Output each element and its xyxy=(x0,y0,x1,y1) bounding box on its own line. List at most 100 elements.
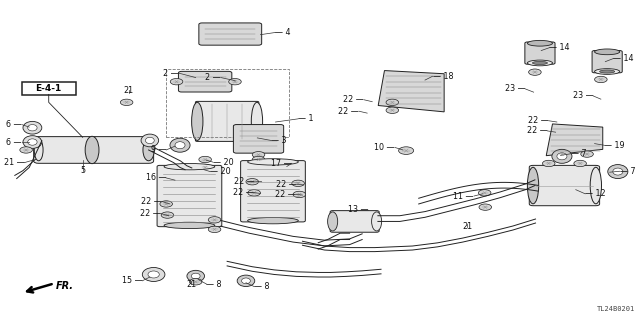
Text: — 8: — 8 xyxy=(206,279,222,288)
Circle shape xyxy=(595,76,607,83)
Circle shape xyxy=(529,69,541,75)
Ellipse shape xyxy=(148,271,159,278)
Text: 10 —: 10 — xyxy=(374,143,395,152)
Ellipse shape xyxy=(600,70,614,73)
FancyBboxPatch shape xyxy=(525,42,555,64)
Text: — 14: — 14 xyxy=(613,54,634,63)
Ellipse shape xyxy=(248,159,298,165)
Circle shape xyxy=(386,107,399,114)
Circle shape xyxy=(20,147,33,153)
Ellipse shape xyxy=(532,61,547,64)
Circle shape xyxy=(292,180,305,187)
Text: 21: 21 xyxy=(462,222,472,231)
Ellipse shape xyxy=(527,41,552,46)
Text: — 20: — 20 xyxy=(210,167,231,176)
FancyBboxPatch shape xyxy=(199,23,262,45)
Circle shape xyxy=(170,78,183,85)
Ellipse shape xyxy=(595,49,620,55)
FancyBboxPatch shape xyxy=(592,50,622,73)
Ellipse shape xyxy=(191,102,203,140)
Ellipse shape xyxy=(608,165,628,179)
Ellipse shape xyxy=(328,212,338,231)
Ellipse shape xyxy=(175,142,185,149)
Ellipse shape xyxy=(164,163,215,170)
FancyBboxPatch shape xyxy=(241,160,305,222)
Ellipse shape xyxy=(552,149,572,163)
Ellipse shape xyxy=(237,275,255,286)
Ellipse shape xyxy=(557,153,567,160)
FancyBboxPatch shape xyxy=(22,82,76,95)
Ellipse shape xyxy=(170,138,190,152)
Text: 9 —: 9 — xyxy=(150,145,166,154)
Polygon shape xyxy=(378,70,444,112)
Text: 2 —: 2 — xyxy=(205,73,221,82)
Text: 23 —: 23 — xyxy=(505,85,525,93)
Text: — 14: — 14 xyxy=(549,43,570,52)
Ellipse shape xyxy=(85,136,99,164)
FancyBboxPatch shape xyxy=(34,137,154,163)
Text: — 3: — 3 xyxy=(271,136,287,145)
Ellipse shape xyxy=(142,268,165,281)
Circle shape xyxy=(208,226,221,233)
Text: 22 —: 22 — xyxy=(527,126,547,135)
Text: 2 —: 2 — xyxy=(163,69,179,78)
Ellipse shape xyxy=(252,102,262,140)
Circle shape xyxy=(252,152,265,158)
Text: 11 —: 11 — xyxy=(454,191,474,201)
Ellipse shape xyxy=(143,139,154,161)
Ellipse shape xyxy=(595,69,620,74)
Text: 22 —: 22 — xyxy=(234,177,255,186)
Circle shape xyxy=(199,156,211,163)
Text: FR.: FR. xyxy=(56,281,74,291)
Ellipse shape xyxy=(590,167,602,204)
Text: 22 —: 22 — xyxy=(233,188,253,197)
Ellipse shape xyxy=(23,122,42,134)
Text: 21: 21 xyxy=(186,279,196,288)
Text: — 20: — 20 xyxy=(212,158,234,167)
Ellipse shape xyxy=(191,273,200,279)
Ellipse shape xyxy=(613,168,623,175)
Ellipse shape xyxy=(527,60,552,66)
Ellipse shape xyxy=(187,270,205,282)
Circle shape xyxy=(293,191,306,197)
Ellipse shape xyxy=(23,136,42,148)
Text: — 18: — 18 xyxy=(433,72,453,81)
Circle shape xyxy=(228,78,241,85)
Text: 22 —: 22 — xyxy=(339,107,359,116)
Text: 15 —: 15 — xyxy=(122,276,142,285)
FancyBboxPatch shape xyxy=(330,211,379,232)
Text: 22 —: 22 — xyxy=(343,95,364,104)
Circle shape xyxy=(543,160,555,167)
Circle shape xyxy=(556,151,568,157)
Text: E-4-1: E-4-1 xyxy=(36,84,62,93)
Circle shape xyxy=(399,147,413,154)
FancyBboxPatch shape xyxy=(529,165,600,206)
Circle shape xyxy=(478,190,491,196)
Text: 5: 5 xyxy=(80,166,85,175)
Circle shape xyxy=(574,160,586,167)
FancyBboxPatch shape xyxy=(157,165,222,227)
Text: — 19: — 19 xyxy=(604,141,625,150)
Ellipse shape xyxy=(527,167,539,204)
Circle shape xyxy=(189,278,202,285)
Text: 16 —: 16 — xyxy=(146,174,166,182)
Circle shape xyxy=(161,212,173,218)
Ellipse shape xyxy=(141,134,159,147)
Circle shape xyxy=(580,151,593,157)
Text: 6 —: 6 — xyxy=(6,120,22,129)
Circle shape xyxy=(160,201,172,207)
FancyBboxPatch shape xyxy=(179,71,232,92)
Text: 23 —: 23 — xyxy=(573,92,593,100)
Circle shape xyxy=(248,190,260,196)
Circle shape xyxy=(208,217,221,223)
Text: 22 —: 22 — xyxy=(276,180,297,189)
Text: — 8: — 8 xyxy=(254,282,269,291)
Text: TL24B0201: TL24B0201 xyxy=(597,306,636,312)
Text: 6 —: 6 — xyxy=(6,137,22,146)
Text: 22 —: 22 — xyxy=(275,190,296,199)
Ellipse shape xyxy=(372,212,381,231)
Polygon shape xyxy=(546,124,603,156)
Text: 13 —: 13 — xyxy=(348,205,369,214)
FancyBboxPatch shape xyxy=(234,124,284,153)
Text: 22 —: 22 — xyxy=(141,197,162,206)
